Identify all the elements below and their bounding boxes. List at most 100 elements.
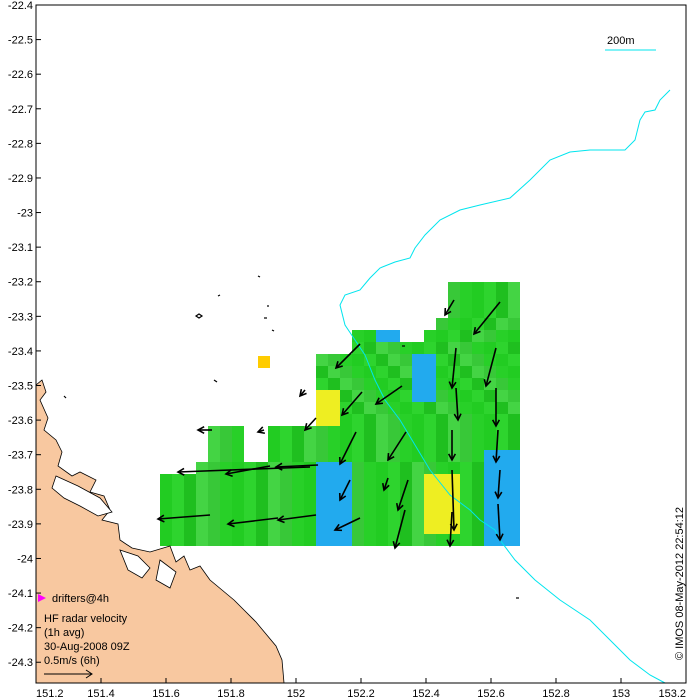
velocity-cell xyxy=(400,474,412,486)
velocity-cell xyxy=(268,486,280,498)
velocity-cell xyxy=(436,522,448,534)
velocity-cell xyxy=(328,366,340,378)
velocity-cell xyxy=(364,474,376,486)
velocity-cell xyxy=(280,426,292,438)
velocity-arrowhead xyxy=(374,397,384,405)
velocity-cell xyxy=(316,474,328,486)
velocity-cell xyxy=(196,534,208,546)
velocity-cell xyxy=(376,510,388,522)
scale-bar-label: 200m xyxy=(607,35,635,47)
velocity-cell xyxy=(316,414,328,426)
velocity-cell xyxy=(292,486,304,498)
velocity-cell xyxy=(460,330,472,342)
velocity-arrowhead xyxy=(303,423,312,432)
velocity-cell xyxy=(508,462,520,474)
velocity-cell xyxy=(232,486,244,498)
velocity-cell xyxy=(472,534,484,546)
velocity-cell xyxy=(352,534,364,546)
velocity-cell xyxy=(436,450,448,462)
velocity-cell xyxy=(472,438,484,450)
velocity-cell xyxy=(292,474,304,486)
velocity-cell xyxy=(424,342,436,354)
velocity-cell xyxy=(424,498,436,510)
velocity-cell xyxy=(412,414,424,426)
velocity-cell xyxy=(448,486,460,498)
velocity-cell xyxy=(484,306,496,318)
velocity-cell xyxy=(340,414,352,426)
y-tick-label: -24.1 xyxy=(8,588,33,600)
velocity-cell xyxy=(388,366,400,378)
velocity-arrowhead xyxy=(381,482,390,492)
velocity-cell xyxy=(304,462,316,474)
velocity-cell xyxy=(472,378,484,390)
velocity-cell xyxy=(292,498,304,510)
velocity-cell xyxy=(460,438,472,450)
velocity-arrow xyxy=(225,465,271,475)
velocity-cell xyxy=(352,510,364,522)
velocity-cell xyxy=(508,438,520,450)
velocity-cell xyxy=(472,282,484,294)
velocity-cell xyxy=(244,522,256,534)
y-tick-label: -22.5 xyxy=(8,35,33,47)
velocity-cell xyxy=(388,378,400,390)
velocity-cell xyxy=(352,474,364,486)
velocity-cell xyxy=(508,354,520,366)
velocity-cell xyxy=(352,378,364,390)
velocity-cell xyxy=(412,426,424,438)
velocity-cell xyxy=(328,498,340,510)
velocity-arrow xyxy=(383,477,389,491)
velocity-cell xyxy=(184,534,196,546)
velocity-arrow xyxy=(449,511,453,547)
velocity-cell xyxy=(496,378,508,390)
velocity-cell xyxy=(316,390,328,402)
velocity-cell xyxy=(220,534,232,546)
velocity-cell xyxy=(388,354,400,366)
velocity-arrow xyxy=(177,466,311,473)
velocity-cell xyxy=(436,438,448,450)
coastal-inlet xyxy=(51,475,113,517)
velocity-cell xyxy=(328,438,340,450)
velocity-cell xyxy=(448,390,460,402)
velocity-cell xyxy=(388,402,400,414)
velocity-cell xyxy=(400,378,412,390)
velocity-cell xyxy=(496,366,508,378)
velocity-arrow xyxy=(339,431,357,465)
velocity-cell xyxy=(160,486,172,498)
y-tick-label: -24.2 xyxy=(8,623,33,635)
velocity-cell xyxy=(424,402,436,414)
velocity-cell xyxy=(484,282,496,294)
velocity-cell xyxy=(304,474,316,486)
y-tick-label: -24.3 xyxy=(8,657,33,669)
velocity-cell xyxy=(472,390,484,402)
y-tick-label: -23.6 xyxy=(8,415,33,427)
velocity-cell xyxy=(316,402,328,414)
velocity-cell xyxy=(388,426,400,438)
velocity-cell xyxy=(376,366,388,378)
velocity-cell xyxy=(256,522,268,534)
velocity-arrow xyxy=(277,514,317,521)
velocity-cell xyxy=(436,486,448,498)
coastal-inlet xyxy=(119,549,151,579)
velocity-cell xyxy=(496,282,508,294)
legend-date: 30-Aug-2008 09Z xyxy=(44,641,130,653)
velocity-cell xyxy=(412,390,424,402)
velocity-cell xyxy=(184,498,196,510)
velocity-cell xyxy=(376,354,388,366)
velocity-cell xyxy=(328,474,340,486)
velocity-cell xyxy=(376,330,388,342)
velocity-cell xyxy=(436,414,448,426)
y-tick-label: -23.2 xyxy=(8,277,33,289)
velocity-cell xyxy=(220,510,232,522)
velocity-cell xyxy=(412,534,424,546)
velocity-cell xyxy=(268,474,280,486)
velocity-cell xyxy=(304,534,316,546)
velocity-cell xyxy=(508,534,520,546)
velocity-cell xyxy=(316,522,328,534)
velocity-cell xyxy=(472,450,484,462)
velocity-cell xyxy=(508,378,520,390)
velocity-cell xyxy=(208,474,220,486)
velocity-cell xyxy=(484,342,496,354)
velocity-arrow xyxy=(304,417,317,431)
velocity-cell xyxy=(376,498,388,510)
velocity-cell xyxy=(364,354,376,366)
